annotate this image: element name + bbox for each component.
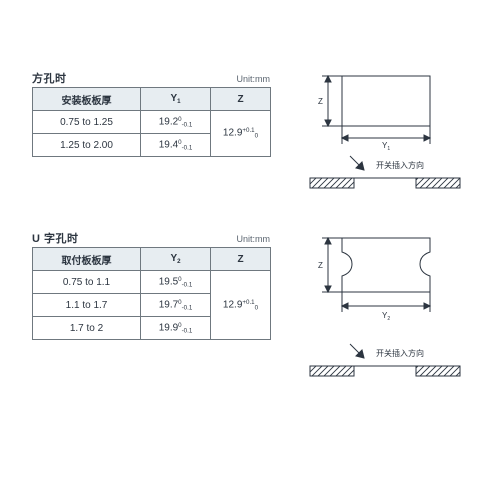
col-thickness: 取付板板厚 — [33, 248, 141, 271]
col-z: Z — [211, 88, 271, 111]
table2: 取付板板厚 Y2 Z 0.75 to 1.1 19.50-0.1 12.9+0.… — [32, 247, 271, 340]
y1-label: Y1 — [382, 141, 390, 150]
cell-z: 12.9+0.10 — [211, 111, 271, 157]
unit-label-1: Unit:mm — [237, 74, 271, 84]
cell-thickness: 1.1 to 1.7 — [33, 294, 141, 317]
cell-thickness: 1.7 to 2 — [33, 317, 141, 340]
table1-header: 方孔时 Unit:mm — [32, 70, 270, 86]
unit-label-2: Unit:mm — [237, 234, 271, 244]
diagram-insert-1: 开关插入方向 — [300, 152, 470, 200]
table-row: 安装板板厚 Y1 Z — [33, 88, 271, 111]
z-label: Z — [318, 97, 323, 106]
table-row: 0.75 to 1.1 19.50-0.1 12.9+0.10 — [33, 271, 271, 294]
table-row: 取付板板厚 Y2 Z — [33, 248, 271, 271]
table1-section: 方孔时 Unit:mm 安装板板厚 Y1 Z 0.75 to 1.25 19.2… — [32, 70, 271, 157]
insert-label-2: 开关插入方向 — [376, 348, 424, 358]
diagram-square-cutout: Z Y1 — [300, 70, 470, 150]
cell-y: 19.40-0.1 — [141, 134, 211, 157]
cell-y: 19.90-0.1 — [141, 317, 211, 340]
diagram-insert-2: 开关插入方向 — [300, 340, 470, 388]
table-row: 0.75 to 1.25 19.20-0.1 12.9+0.10 — [33, 111, 271, 134]
table2-title: U 字孔时 — [32, 230, 79, 246]
cell-y: 19.20-0.1 — [141, 111, 211, 134]
table2-header: U 字孔时 Unit:mm — [32, 230, 270, 246]
diagram-u-cutout: Z Y2 — [300, 232, 470, 328]
cell-z: 12.9+0.10 — [211, 271, 271, 340]
cell-thickness: 1.25 to 2.00 — [33, 134, 141, 157]
cell-y: 19.70-0.1 — [141, 294, 211, 317]
cell-thickness: 0.75 to 1.25 — [33, 111, 141, 134]
col-y: Y1 — [141, 88, 211, 111]
z-label-2: Z — [318, 261, 323, 270]
cell-y: 19.50-0.1 — [141, 271, 211, 294]
col-thickness: 安装板板厚 — [33, 88, 141, 111]
table1-title: 方孔时 — [32, 70, 67, 86]
col-z: Z — [211, 248, 271, 271]
cell-thickness: 0.75 to 1.1 — [33, 271, 141, 294]
table1: 安装板板厚 Y1 Z 0.75 to 1.25 19.20-0.1 12.9+0… — [32, 87, 271, 157]
col-y: Y2 — [141, 248, 211, 271]
insert-label-1: 开关插入方向 — [376, 160, 424, 170]
table2-section: U 字孔时 Unit:mm 取付板板厚 Y2 Z 0.75 to 1.1 19.… — [32, 230, 271, 340]
y2-label: Y2 — [382, 311, 390, 322]
